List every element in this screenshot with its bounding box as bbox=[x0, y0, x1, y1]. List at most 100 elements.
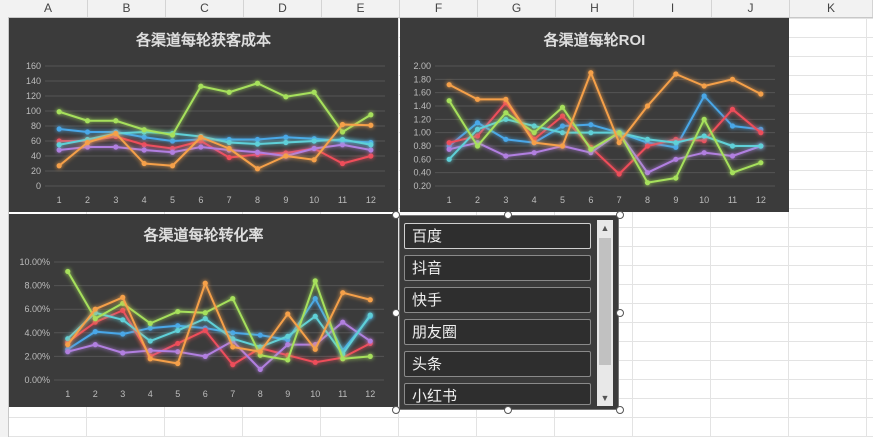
series-line bbox=[448, 101, 762, 175]
data-point bbox=[339, 142, 346, 148]
x-tick-label: 8 bbox=[255, 195, 260, 205]
column-header-C[interactable]: C bbox=[166, 0, 244, 17]
data-point bbox=[175, 308, 181, 315]
listbox-item-pengyouquan[interactable]: 朋友圈 bbox=[404, 319, 591, 345]
data-point bbox=[588, 70, 594, 76]
resize-handle-middle-left[interactable] bbox=[392, 309, 400, 317]
column-header-A[interactable]: A bbox=[9, 0, 88, 17]
data-point bbox=[729, 153, 736, 159]
scroll-up-icon[interactable]: ▲ bbox=[600, 223, 610, 233]
data-point bbox=[254, 136, 261, 143]
data-point bbox=[701, 133, 707, 139]
series-line bbox=[66, 270, 371, 361]
data-point bbox=[368, 142, 374, 148]
y-tick-label: 120 bbox=[26, 91, 41, 101]
listbox-item-xiaohongshu[interactable]: 小红书 bbox=[404, 383, 591, 405]
y-tick-label: 6.00% bbox=[24, 304, 50, 314]
column-header-D[interactable]: D bbox=[244, 0, 322, 17]
data-point bbox=[312, 295, 318, 302]
x-tick-label: 12 bbox=[366, 195, 376, 205]
column-header-E[interactable]: E bbox=[322, 0, 400, 17]
series-line bbox=[448, 95, 761, 149]
resize-handle-middle-right[interactable] bbox=[616, 309, 624, 317]
data-point bbox=[65, 268, 71, 275]
data-point bbox=[503, 116, 509, 122]
listbox-item-douyin[interactable]: 抖音 bbox=[404, 255, 591, 281]
data-point bbox=[729, 170, 736, 176]
data-point bbox=[340, 319, 346, 325]
resize-handle-top-right[interactable] bbox=[616, 211, 624, 219]
data-point bbox=[673, 144, 679, 150]
data-point bbox=[588, 130, 594, 136]
y-tick-label: 80 bbox=[31, 121, 41, 131]
series-line bbox=[448, 100, 762, 184]
x-tick-label: 11 bbox=[338, 389, 347, 399]
x-tick-label: 8 bbox=[645, 195, 650, 205]
data-point bbox=[175, 340, 181, 347]
resize-handle-bottom-right[interactable] bbox=[616, 406, 624, 414]
x-tick-label: 10 bbox=[699, 195, 709, 205]
data-point bbox=[758, 143, 764, 149]
listbox-item-toutiao[interactable]: 头条 bbox=[404, 351, 591, 377]
data-point bbox=[758, 130, 764, 136]
data-point bbox=[339, 136, 346, 143]
data-point bbox=[673, 71, 679, 77]
column-header-F[interactable]: F bbox=[400, 0, 478, 17]
x-tick-label: 9 bbox=[285, 389, 290, 399]
data-point bbox=[701, 93, 707, 99]
resize-handle-top-center[interactable] bbox=[504, 211, 512, 219]
data-point bbox=[226, 154, 232, 161]
x-tick-label: 5 bbox=[170, 195, 175, 205]
column-header-J[interactable]: J bbox=[712, 0, 790, 17]
data-point bbox=[559, 123, 566, 129]
y-tick-label: 140 bbox=[26, 76, 41, 86]
x-tick-label: 4 bbox=[142, 195, 147, 205]
column-header-G[interactable]: G bbox=[478, 0, 556, 17]
data-point bbox=[120, 307, 126, 313]
data-point bbox=[503, 153, 509, 159]
y-tick-label: 2.00% bbox=[24, 351, 50, 361]
data-point bbox=[175, 327, 181, 334]
series-group bbox=[446, 70, 764, 149]
data-point bbox=[312, 278, 318, 284]
column-header-K[interactable]: K bbox=[790, 0, 873, 17]
chart-roi[interactable]: 各渠道每轮ROI 0.20 0.40 0.60 0.80 1.00 1.20 1.40 1.60… bbox=[400, 18, 789, 212]
data-point bbox=[92, 329, 98, 335]
data-point bbox=[367, 297, 373, 303]
data-point bbox=[729, 143, 736, 149]
column-header-B[interactable]: B bbox=[88, 0, 166, 17]
data-point bbox=[758, 160, 764, 166]
column-header-H[interactable]: H bbox=[556, 0, 634, 17]
series-line bbox=[448, 131, 762, 174]
y-tick-label: 20 bbox=[31, 166, 41, 176]
data-point bbox=[446, 146, 452, 152]
scrollbar-thumb[interactable] bbox=[599, 238, 611, 365]
y-tick-label: 1.60 bbox=[413, 88, 431, 98]
series-group bbox=[446, 100, 764, 177]
listbox-scrollbar[interactable]: ▲ ▼ bbox=[597, 220, 613, 406]
data-point bbox=[56, 138, 62, 144]
resize-handle-top-left[interactable] bbox=[392, 211, 400, 219]
data-point bbox=[147, 356, 153, 362]
series-line bbox=[66, 282, 371, 365]
resize-handle-bottom-center[interactable] bbox=[504, 406, 512, 414]
data-point bbox=[230, 295, 236, 302]
chart-acquisition-cost[interactable]: 各渠道每轮获客成本 0 20 40 60 80 100 120 140 160 1 2 3 4 5 6 7 8 9 1… bbox=[9, 18, 398, 212]
channel-listbox[interactable]: 百度 抖音 快手 朋友圈 头条 小红书 ▲ ▼ bbox=[399, 215, 619, 410]
data-point bbox=[701, 150, 707, 156]
data-point bbox=[202, 280, 208, 286]
data-point bbox=[616, 140, 622, 146]
scroll-down-icon[interactable]: ▼ bbox=[600, 393, 610, 403]
data-point bbox=[644, 143, 651, 149]
data-point bbox=[254, 166, 261, 172]
chart-conversion-rate-svg: 各渠道每轮转化率 0.00% 2.00% 4.00% 6.00% 8.00% 10.00% 1… bbox=[19, 226, 384, 399]
data-point bbox=[169, 145, 176, 152]
chart-conversion-rate[interactable]: 各渠道每轮转化率 0.00% 2.00% 4.00% 6.00% 8.00% 10.00% 1… bbox=[9, 214, 398, 407]
listbox-item-baidu[interactable]: 百度 bbox=[404, 223, 591, 249]
column-header-I[interactable]: I bbox=[634, 0, 712, 17]
data-point bbox=[311, 89, 317, 95]
data-point bbox=[474, 120, 481, 126]
y-tick-label: 0.60 bbox=[413, 154, 431, 164]
resize-handle-bottom-left[interactable] bbox=[392, 406, 400, 414]
listbox-item-kuaishou[interactable]: 快手 bbox=[404, 287, 591, 313]
